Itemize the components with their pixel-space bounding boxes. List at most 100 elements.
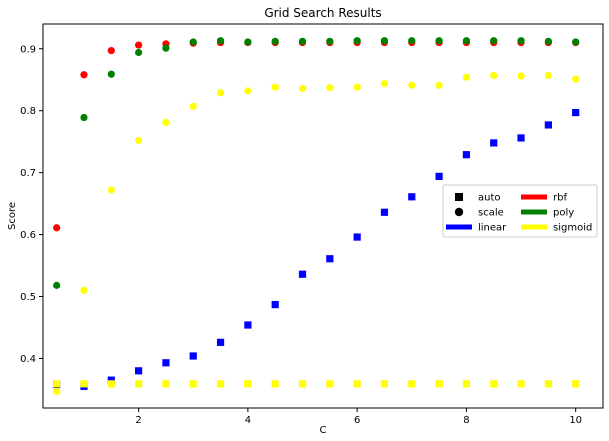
data-point-linear-auto bbox=[517, 134, 525, 142]
data-point-sigmoid-auto bbox=[517, 380, 525, 388]
x-tick-label: 2 bbox=[135, 415, 141, 426]
data-point-sigmoid-auto bbox=[135, 380, 143, 388]
data-point-sigmoid-scale bbox=[435, 81, 443, 89]
y-tick-label: 0.9 bbox=[20, 44, 36, 55]
data-point-poly-scale bbox=[53, 281, 61, 289]
data-point-sigmoid-scale bbox=[408, 81, 416, 89]
legend-box bbox=[442, 184, 598, 238]
legend-label-rbf: rbf bbox=[553, 193, 567, 204]
data-point-linear-auto bbox=[326, 255, 334, 263]
data-point-poly-scale bbox=[408, 37, 416, 45]
data-point-linear-auto bbox=[380, 208, 389, 216]
y-tick-label: 0.8 bbox=[20, 106, 36, 117]
x-tick-label: 8 bbox=[463, 415, 469, 426]
data-point-sigmoid-auto bbox=[380, 380, 389, 388]
data-point-sigmoid-auto bbox=[544, 380, 552, 388]
legend-marker-line bbox=[446, 224, 472, 230]
legend-handle-sigmoid bbox=[521, 224, 547, 230]
data-point-sigmoid-auto bbox=[216, 380, 225, 388]
data-point-sigmoid-scale bbox=[53, 387, 61, 395]
data-point-sigmoid-scale bbox=[216, 89, 225, 97]
data-point-linear-auto bbox=[162, 359, 170, 367]
data-point-poly-scale bbox=[517, 37, 525, 45]
y-tick-label: 0.4 bbox=[20, 354, 36, 365]
y-tick-label: 0.6 bbox=[20, 230, 36, 241]
data-point-poly-scale bbox=[80, 113, 88, 122]
legend-marker-circle bbox=[454, 207, 464, 217]
data-point-sigmoid-scale bbox=[244, 87, 252, 95]
data-point-linear-auto bbox=[107, 376, 115, 384]
data-point-sigmoid-auto bbox=[490, 380, 498, 388]
data-point-linear-auto bbox=[244, 321, 252, 329]
legend-label-scale: scale bbox=[478, 208, 504, 219]
data-point-sigmoid-scale bbox=[135, 136, 143, 145]
data-point-rbf-scale bbox=[135, 41, 143, 49]
data-point-sigmoid-auto bbox=[435, 380, 443, 388]
y-axis-label: Score bbox=[7, 202, 18, 230]
data-point-sigmoid-auto bbox=[53, 380, 61, 388]
legend-handle-rbf bbox=[521, 194, 547, 200]
data-point-sigmoid-auto bbox=[107, 380, 115, 388]
data-point-poly-scale bbox=[244, 38, 252, 46]
series-sigmoid-scale bbox=[53, 71, 580, 395]
series-sigmoid-auto bbox=[53, 380, 580, 388]
data-point-poly-scale bbox=[462, 37, 471, 45]
data-point-sigmoid-scale bbox=[298, 84, 307, 93]
data-point-linear-auto bbox=[435, 172, 443, 180]
data-point-rbf-scale bbox=[107, 47, 115, 55]
data-point-poly-scale bbox=[189, 38, 197, 46]
data-point-sigmoid-scale bbox=[271, 83, 279, 91]
data-point-linear-auto bbox=[135, 367, 143, 375]
data-point-sigmoid-auto bbox=[326, 380, 334, 388]
data-point-poly-scale bbox=[326, 37, 334, 45]
legend-label-linear: linear bbox=[478, 223, 507, 234]
data-point-sigmoid-scale bbox=[107, 186, 115, 194]
legend-label-sigmoid: sigmoid bbox=[553, 223, 592, 234]
data-point-linear-auto bbox=[353, 233, 361, 241]
data-point-poly-scale bbox=[162, 44, 170, 52]
legend: auto rbf scale poly linear sigmoid bbox=[442, 184, 598, 238]
data-point-sigmoid-auto bbox=[462, 380, 471, 388]
series-poly-scale bbox=[53, 37, 580, 289]
data-point-poly-scale bbox=[271, 37, 279, 45]
legend-label-auto: auto bbox=[478, 193, 501, 204]
x-tick-label: 6 bbox=[354, 415, 360, 426]
data-point-rbf-scale bbox=[53, 224, 61, 232]
data-point-sigmoid-auto bbox=[244, 380, 252, 388]
data-point-sigmoid-scale bbox=[189, 102, 197, 110]
data-point-sigmoid-auto bbox=[162, 380, 170, 388]
legend-marker-line bbox=[521, 209, 547, 215]
data-point-poly-scale bbox=[572, 38, 580, 46]
data-point-sigmoid-scale bbox=[353, 83, 361, 91]
data-point-sigmoid-scale bbox=[162, 118, 170, 127]
data-point-sigmoid-scale bbox=[80, 286, 88, 294]
data-point-poly-scale bbox=[435, 37, 443, 45]
axis-ticks: 2 4 6 8 10 0.4 0.5 0.6 0.7 0.8 0.9 bbox=[20, 44, 582, 426]
data-point-poly-scale bbox=[135, 48, 143, 57]
data-point-linear-auto bbox=[189, 352, 197, 360]
data-point-sigmoid-scale bbox=[544, 71, 552, 80]
data-point-linear-auto bbox=[572, 108, 580, 117]
data-point-sigmoid-auto bbox=[353, 380, 361, 388]
data-point-sigmoid-scale bbox=[490, 71, 498, 80]
plot-frame bbox=[42, 23, 604, 409]
data-point-linear-auto bbox=[462, 151, 471, 159]
legend-handle-poly bbox=[521, 209, 547, 215]
data-point-rbf-scale bbox=[80, 71, 88, 79]
data-point-poly-scale bbox=[544, 37, 552, 45]
data-point-sigmoid-scale bbox=[572, 75, 580, 83]
data-point-sigmoid-auto bbox=[572, 380, 580, 388]
legend-marker-line bbox=[521, 194, 547, 200]
x-tick-label: 10 bbox=[569, 415, 582, 426]
chart-title: Grid Search Results bbox=[264, 6, 381, 20]
data-point-sigmoid-auto bbox=[189, 380, 197, 388]
data-point-sigmoid-scale bbox=[517, 72, 525, 80]
data-point-poly-scale bbox=[380, 37, 389, 45]
data-point-sigmoid-scale bbox=[462, 73, 471, 81]
data-point-poly-scale bbox=[107, 70, 115, 78]
data-point-poly-scale bbox=[298, 37, 307, 45]
y-tick-label: 0.5 bbox=[20, 292, 36, 303]
data-point-linear-auto bbox=[298, 270, 307, 278]
data-point-sigmoid-auto bbox=[80, 380, 88, 388]
